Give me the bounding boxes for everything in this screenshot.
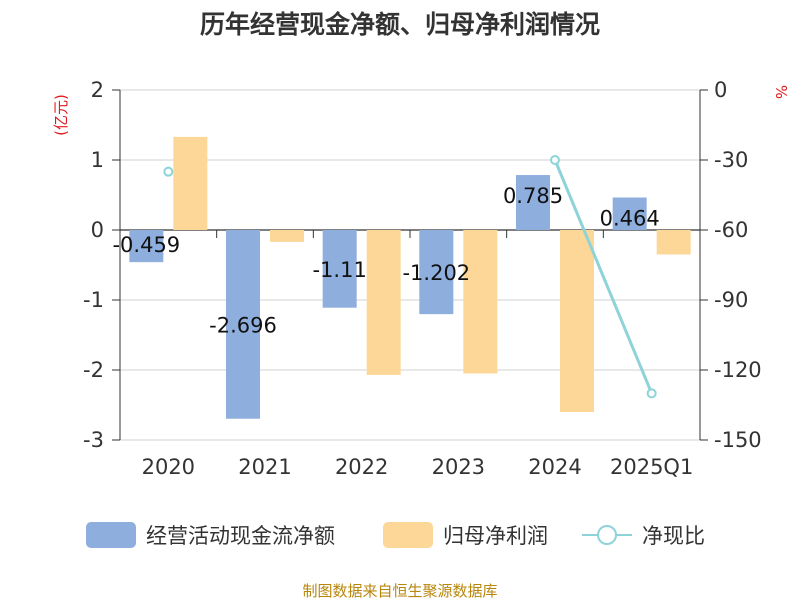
left-tick-label: -2 — [83, 358, 104, 382]
cashflow-data-label: -2.696 — [209, 313, 277, 337]
ratio-line-segment — [553, 159, 654, 394]
ratio-line — [163, 155, 657, 399]
legend: 经营活动现金流净额 归母净利润 净现比 — [86, 522, 705, 548]
legend-label-ratio: 净现比 — [642, 524, 705, 548]
category-label: 2020 — [142, 455, 195, 479]
legend-swatch-ratio-marker — [597, 525, 617, 545]
net-profit-bar — [463, 230, 498, 374]
cashflow-bar — [322, 230, 357, 308]
right-tick-label: -30 — [714, 148, 748, 172]
ratio-point — [163, 166, 174, 177]
net-profit-bar — [270, 230, 304, 242]
cashflow-data-label: 0.464 — [600, 207, 660, 231]
cashflow-bar — [612, 197, 647, 230]
ratio-point — [550, 155, 560, 165]
right-tick-label: 0 — [714, 78, 727, 102]
cashflow-bar — [516, 175, 550, 230]
right-tick-label: -150 — [714, 428, 762, 452]
cashflow-bar — [226, 230, 260, 419]
cashflow-data-label: -0.459 — [112, 233, 180, 257]
cashflow-data-label: -1.202 — [402, 261, 470, 285]
category-label: 2021 — [238, 455, 291, 479]
legend-swatch-cashflow — [86, 522, 136, 548]
category-label: 2022 — [335, 455, 388, 479]
legend-swatch-net-profit — [383, 522, 433, 548]
left-axis-unit: (亿元) — [52, 94, 70, 136]
cashflow-bar — [129, 230, 164, 263]
category-label: 2023 — [432, 455, 485, 479]
left-tick-label: 1 — [91, 148, 104, 172]
data-labels: -0.459 -2.696 -1.11 -1.202 0.785 0.464 — [112, 184, 659, 337]
legend-label-cashflow: 经营活动现金流净额 — [146, 524, 335, 548]
net-profit-bar — [366, 230, 401, 375]
category-label: 2024 — [528, 455, 581, 479]
chart-title: 历年经营现金净额、归母净利润情况 — [200, 10, 600, 39]
category-label: 2025Q1 — [610, 455, 693, 479]
left-tick-label: -3 — [83, 428, 104, 452]
source-note: 制图数据来自恒生聚源数据库 — [302, 582, 497, 600]
cashflow-bar — [419, 230, 454, 315]
net-profit-bar — [560, 230, 594, 412]
right-tick-label: -60 — [714, 218, 748, 242]
net-profit-bar — [173, 136, 208, 230]
left-tick-label: -1 — [83, 288, 104, 312]
cashflow-data-label: 0.785 — [503, 184, 563, 208]
left-tick-label: 2 — [91, 78, 104, 102]
left-tick-label: 0 — [91, 218, 104, 242]
net-profit-bar — [656, 230, 691, 255]
right-tick-label: -120 — [714, 358, 762, 382]
right-tick-label: -90 — [714, 288, 748, 312]
bars — [129, 136, 691, 419]
cashflow-data-label: -1.11 — [312, 258, 366, 282]
legend-label-net-profit: 归母净利润 — [443, 524, 548, 548]
right-axis-unit: % — [772, 85, 790, 99]
ratio-point — [646, 388, 657, 399]
